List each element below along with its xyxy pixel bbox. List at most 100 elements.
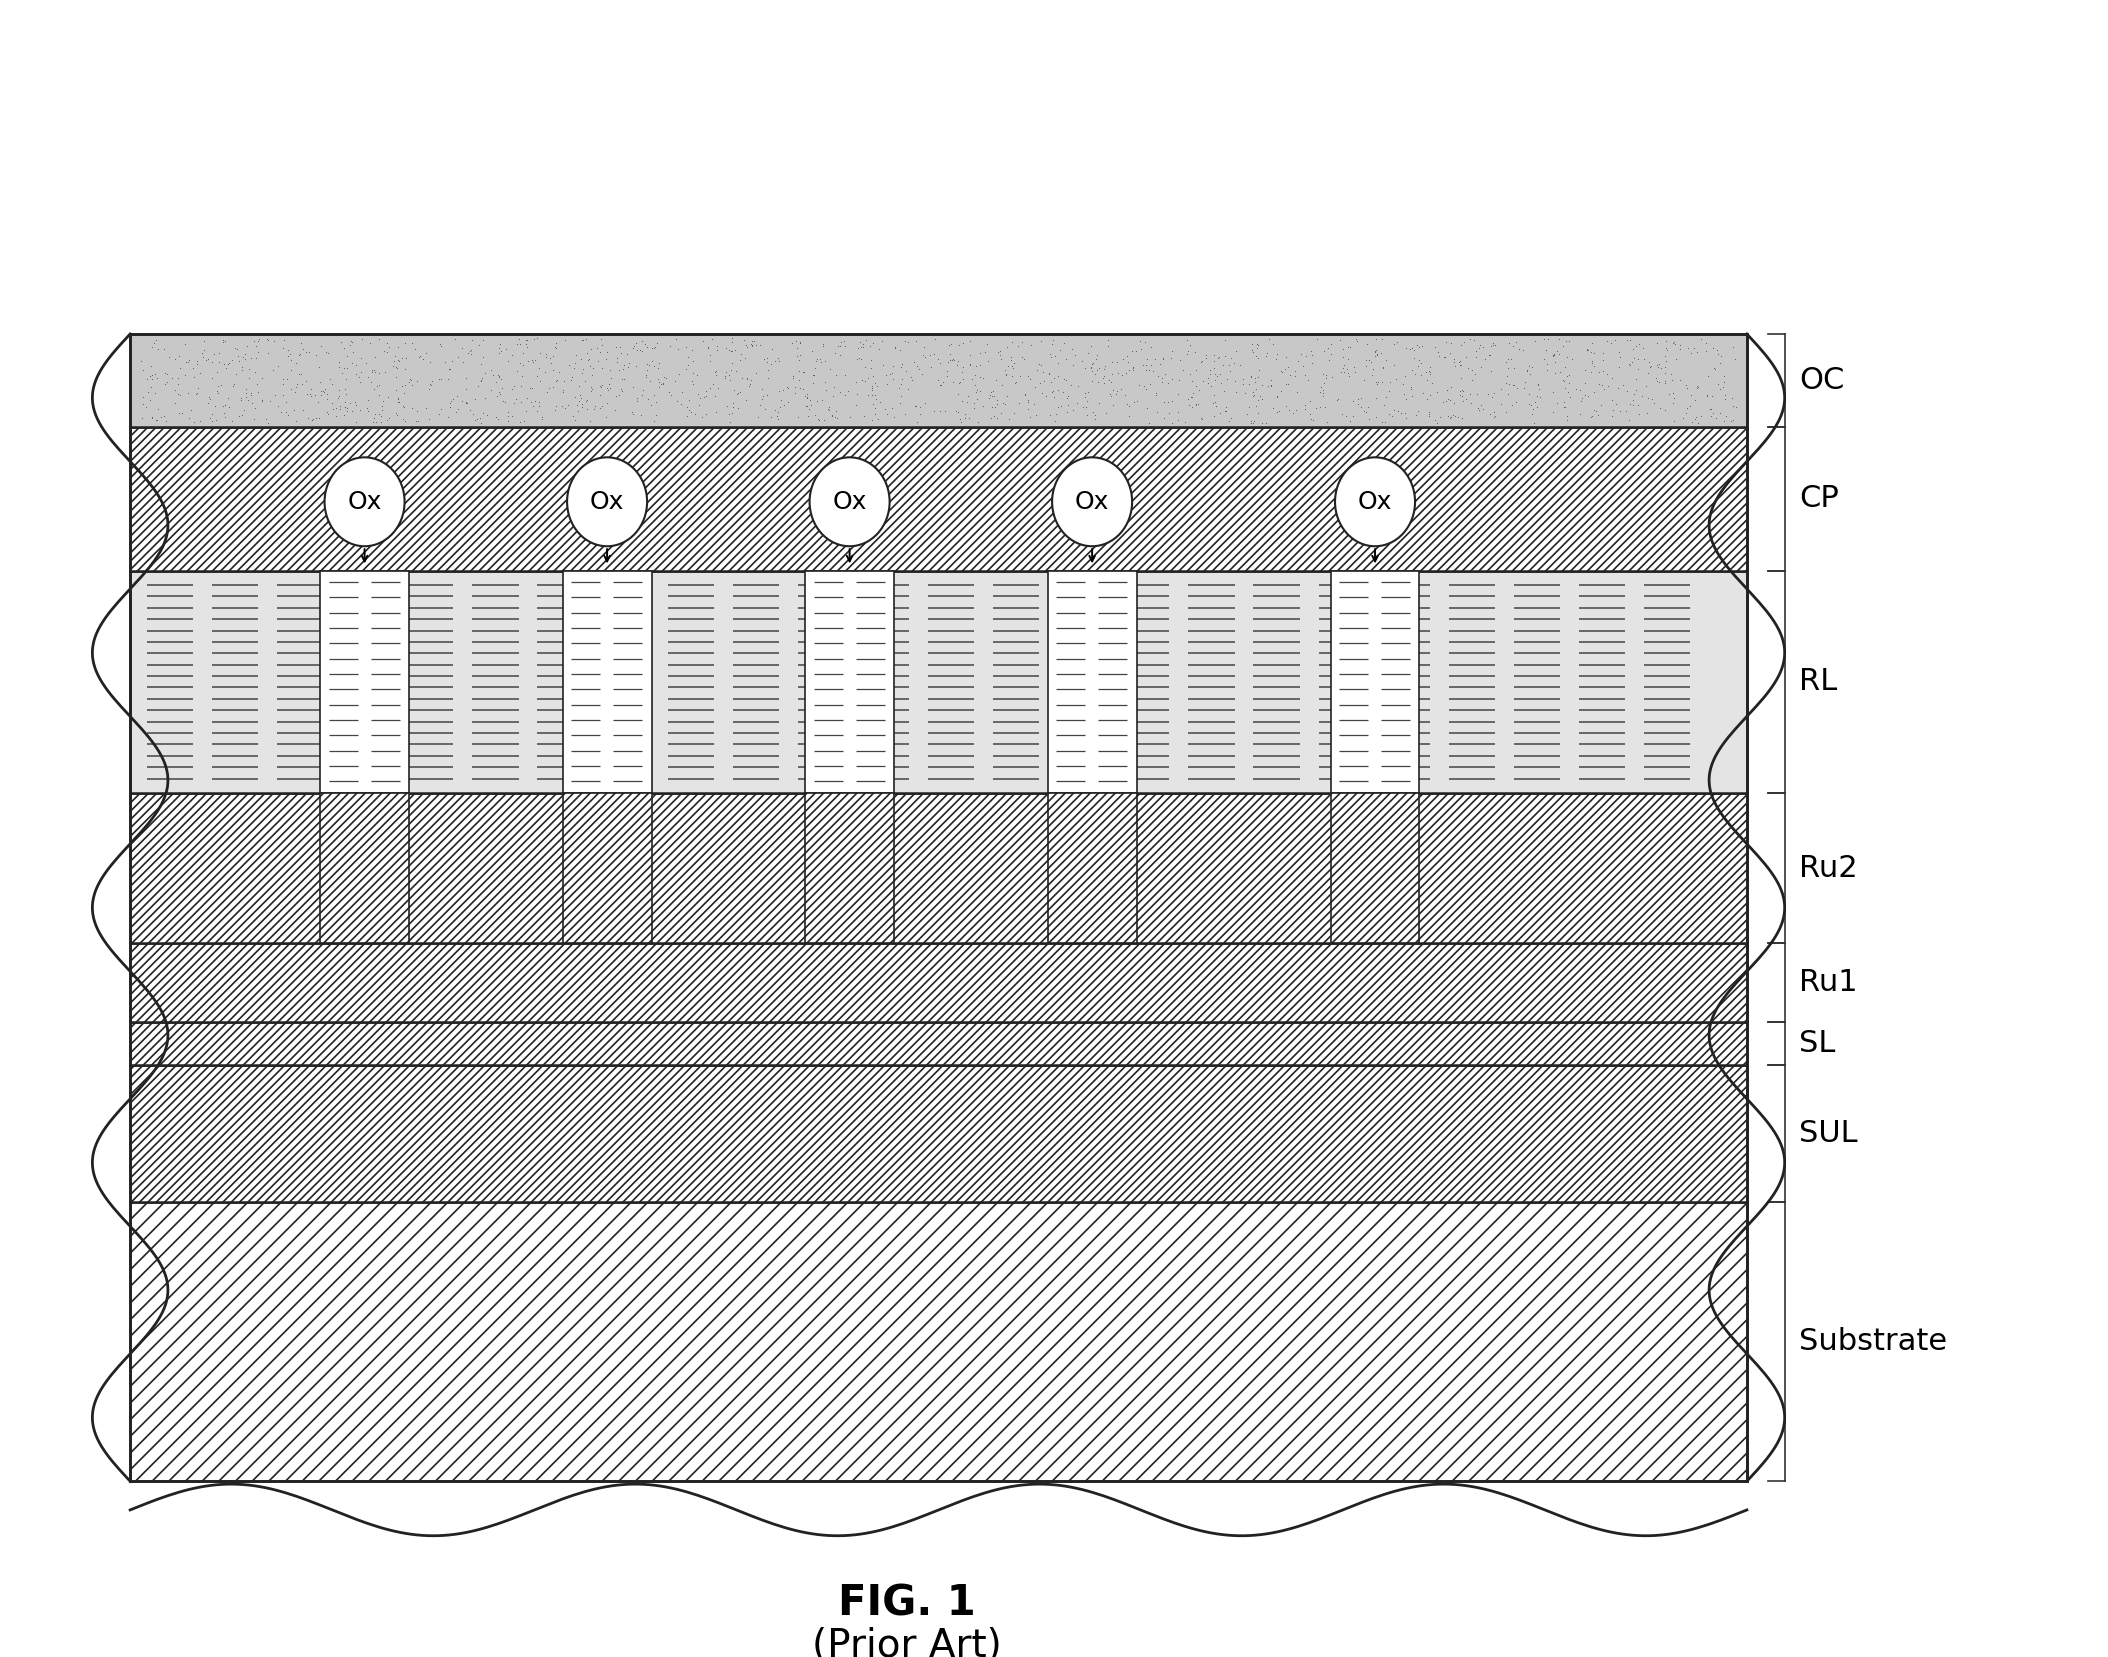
Point <box>278 408 312 434</box>
Point <box>936 346 970 373</box>
Point <box>245 365 278 391</box>
Point <box>1147 345 1180 371</box>
Point <box>1130 353 1164 379</box>
Point <box>1271 371 1305 398</box>
Point <box>1594 330 1627 356</box>
Point <box>1621 391 1655 418</box>
Point <box>1663 366 1697 393</box>
Point <box>1701 371 1735 398</box>
Point <box>137 361 171 388</box>
Point <box>1659 346 1693 373</box>
Point <box>725 341 759 368</box>
Point <box>449 389 483 416</box>
Point <box>1079 346 1113 373</box>
Point <box>995 353 1029 379</box>
Point <box>620 330 653 356</box>
Point <box>1577 379 1611 406</box>
Point <box>1596 403 1629 429</box>
Point <box>1180 391 1214 418</box>
Text: Ru1: Ru1 <box>1800 968 1857 998</box>
Point <box>1162 406 1195 432</box>
Point <box>628 365 662 391</box>
Point <box>1115 355 1149 381</box>
Point <box>569 340 603 366</box>
Bar <box>131 1201 1748 1481</box>
Point <box>1077 398 1111 424</box>
Point <box>845 330 879 356</box>
Point <box>997 399 1031 426</box>
Point <box>323 376 356 403</box>
Point <box>1218 368 1252 394</box>
Point <box>1242 399 1275 426</box>
Point <box>1459 361 1492 388</box>
Point <box>1250 409 1284 436</box>
Point <box>139 406 173 432</box>
Point <box>434 394 468 421</box>
Point <box>350 394 384 421</box>
Point <box>1539 389 1573 416</box>
Point <box>323 348 356 374</box>
Point <box>1577 353 1611 379</box>
Point <box>434 356 468 383</box>
Point <box>871 401 904 428</box>
Point <box>951 383 984 409</box>
Point <box>1197 341 1231 368</box>
Point <box>1689 330 1722 356</box>
Point <box>565 346 599 373</box>
Point <box>816 383 850 409</box>
Point <box>1326 401 1360 428</box>
Point <box>1385 371 1419 398</box>
Point <box>1240 365 1273 391</box>
Point <box>1431 376 1465 403</box>
Point <box>1254 373 1288 399</box>
Point <box>1240 393 1273 419</box>
Point <box>641 366 675 393</box>
Point <box>1324 326 1358 353</box>
Point <box>504 350 538 376</box>
Point <box>1613 326 1646 353</box>
Point <box>1530 336 1564 363</box>
Point <box>1547 368 1581 394</box>
Point <box>559 406 592 432</box>
Point <box>573 346 607 373</box>
Point <box>932 331 965 358</box>
Point <box>1277 363 1311 389</box>
Point <box>563 388 597 414</box>
Point <box>238 394 272 421</box>
Point <box>1395 335 1429 361</box>
Point <box>936 370 970 396</box>
Point <box>261 393 295 419</box>
Point <box>586 373 620 399</box>
Point <box>479 370 512 396</box>
Point <box>755 351 788 378</box>
Point <box>1208 343 1242 370</box>
Point <box>139 379 173 406</box>
Point <box>1147 404 1180 431</box>
Point <box>1166 356 1199 383</box>
Point <box>540 398 573 424</box>
Point <box>1625 335 1659 361</box>
Text: SUL: SUL <box>1800 1118 1857 1148</box>
Point <box>295 408 329 434</box>
Point <box>133 363 167 389</box>
Point <box>662 336 696 363</box>
Point <box>1075 368 1109 394</box>
Point <box>1547 388 1581 414</box>
Point <box>213 350 247 376</box>
Point <box>226 343 259 370</box>
Point <box>236 389 270 416</box>
Point <box>995 328 1029 355</box>
Point <box>1503 336 1537 363</box>
Point <box>940 399 974 426</box>
Point <box>630 386 664 413</box>
Point <box>946 355 980 381</box>
Point <box>181 374 215 401</box>
Point <box>1596 386 1629 413</box>
Point <box>354 330 388 356</box>
Point <box>312 340 346 366</box>
Point <box>1214 358 1248 384</box>
Point <box>780 343 814 370</box>
Point <box>1436 373 1469 399</box>
Point <box>856 406 890 432</box>
Point <box>162 399 196 426</box>
